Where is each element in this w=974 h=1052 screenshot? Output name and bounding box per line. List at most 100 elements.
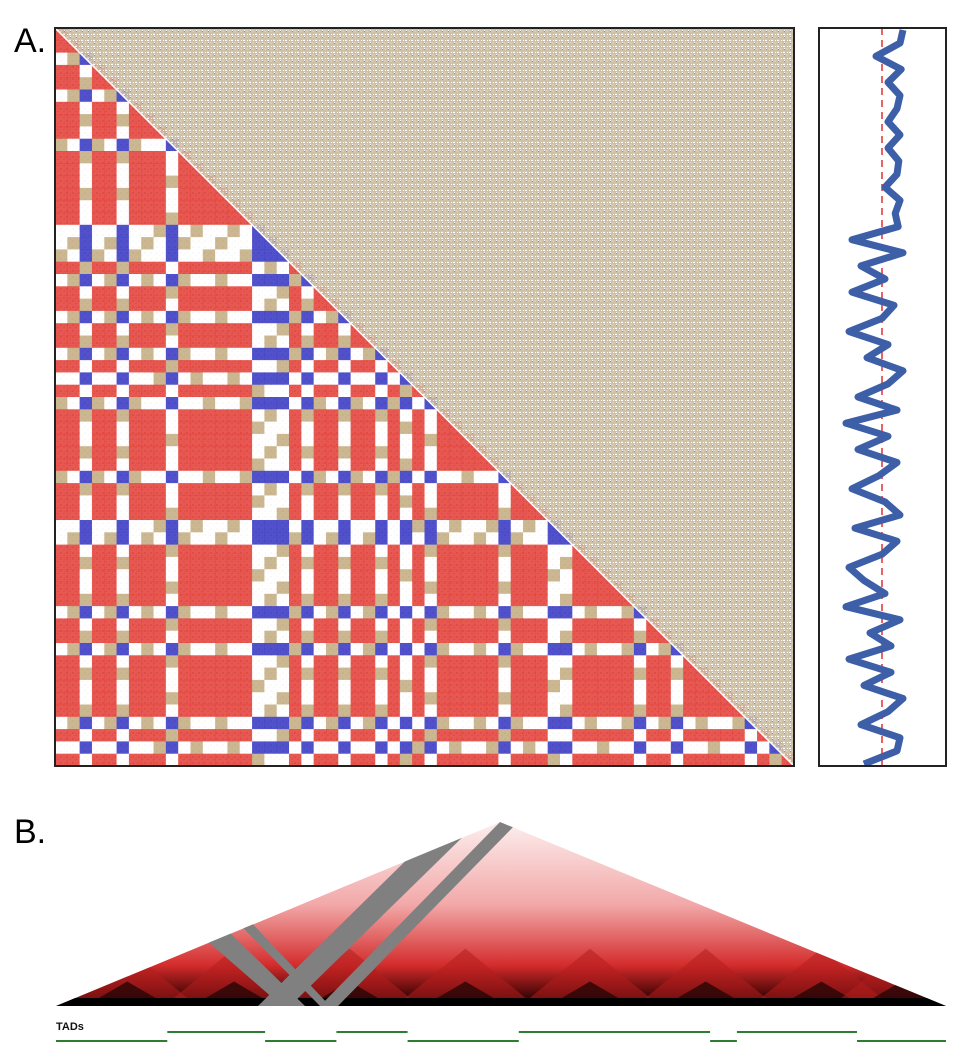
compartment-cell xyxy=(252,458,265,472)
compartment-cell xyxy=(289,298,302,312)
compartment-cell xyxy=(301,286,315,300)
compartment-cell xyxy=(116,569,130,583)
compartment-cell xyxy=(387,520,401,533)
compartment-cell xyxy=(178,409,192,423)
compartment-cell xyxy=(609,655,623,669)
compartment-cell xyxy=(707,741,721,755)
compartment-cell xyxy=(116,261,130,275)
compartment-cell xyxy=(720,729,734,742)
compartment-cell xyxy=(190,249,204,263)
compartment-cell xyxy=(190,237,204,250)
compartment-cell xyxy=(202,261,216,275)
compartment-cell xyxy=(338,360,352,373)
compartment-cell xyxy=(55,347,68,361)
compartment-cell xyxy=(399,729,413,742)
compartment-cell xyxy=(141,433,155,447)
compartment-cell xyxy=(658,679,672,693)
compartment-cell xyxy=(190,470,204,484)
compartment-cell xyxy=(116,520,130,533)
compartment-cell xyxy=(67,667,81,681)
compartment-cell xyxy=(252,716,265,730)
compartment-cell xyxy=(202,753,216,766)
compartment-cell xyxy=(55,569,68,583)
compartment-cell xyxy=(153,384,167,398)
compartment-cell xyxy=(325,495,339,509)
tad-domain xyxy=(635,948,776,1006)
compartment-cell xyxy=(128,643,142,656)
compartment-cell xyxy=(227,606,241,619)
compartment-cell xyxy=(165,532,179,546)
compartment-cell xyxy=(473,630,487,644)
compartment-cell xyxy=(486,692,499,706)
compartment-cell xyxy=(252,261,265,275)
compartment-cell xyxy=(301,470,315,484)
compartment-cell xyxy=(91,323,105,337)
compartment-cell xyxy=(153,298,167,312)
compartment-cell xyxy=(412,397,426,410)
compartment-cell xyxy=(375,667,389,681)
compartment-cell xyxy=(276,470,290,484)
compartment-cell xyxy=(387,630,401,644)
compartment-cell xyxy=(264,446,278,460)
compartment-cell xyxy=(116,593,130,607)
compartment-cell xyxy=(313,593,327,607)
compartment-cell xyxy=(424,716,438,730)
compartment-cell xyxy=(202,667,216,681)
compartment-cell xyxy=(449,446,463,460)
compartment-cell xyxy=(178,729,192,742)
compartment-cell xyxy=(695,679,709,693)
compartment-cell xyxy=(412,409,426,423)
compartment-cell xyxy=(473,532,487,546)
compartment-cell xyxy=(362,679,376,693)
compartment-cell xyxy=(227,692,241,706)
compartment-cell xyxy=(387,581,401,595)
compartment-cell xyxy=(104,667,118,681)
compartment-cell xyxy=(732,729,746,742)
compartment-cell xyxy=(141,409,155,423)
compartment-cell xyxy=(424,741,438,755)
compartment-cell xyxy=(449,606,463,619)
compartment-cell xyxy=(104,212,118,226)
compartment-cell xyxy=(190,347,204,361)
compartment-cell xyxy=(190,729,204,742)
compartment-cell xyxy=(252,483,265,496)
compartment-cell xyxy=(523,679,536,693)
compartment-cell xyxy=(424,692,438,706)
compartment-cell xyxy=(190,310,204,324)
compartment-cell xyxy=(695,692,709,706)
compartment-cell xyxy=(461,458,475,472)
compartment-cell xyxy=(178,274,192,287)
compartment-cell xyxy=(79,569,93,583)
compartment-cell xyxy=(239,655,253,669)
compartment-cell xyxy=(79,495,93,509)
compartment-cell xyxy=(646,692,660,706)
compartment-cell xyxy=(609,606,623,619)
compartment-cell xyxy=(67,372,81,386)
compartment-cell xyxy=(116,187,130,201)
compartment-cell xyxy=(202,569,216,583)
compartment-cell xyxy=(535,556,549,570)
compartment-cell xyxy=(387,495,401,509)
compartment-cell xyxy=(510,495,524,509)
compartment-cell xyxy=(215,286,229,300)
compartment-cell xyxy=(276,298,290,312)
compartment-cell xyxy=(276,643,290,656)
compartment-cell xyxy=(338,433,352,447)
compartment-cell xyxy=(252,581,265,595)
compartment-cell xyxy=(301,384,315,398)
compartment-cell xyxy=(202,630,216,644)
compartment-cell xyxy=(67,261,81,275)
compartment-cell xyxy=(325,347,339,361)
compartment-cell xyxy=(202,409,216,423)
compartment-cell xyxy=(338,421,352,435)
compartment-cell xyxy=(498,618,512,632)
compartment-cell xyxy=(227,569,241,583)
compartment-cell xyxy=(202,310,216,324)
compartment-cell xyxy=(633,618,647,632)
compartment-cell xyxy=(202,593,216,607)
compartment-cell xyxy=(572,729,586,742)
compartment-cell xyxy=(301,569,315,583)
compartment-cell xyxy=(128,335,142,349)
compartment-cell xyxy=(79,446,93,460)
compartment-cell xyxy=(338,606,352,619)
